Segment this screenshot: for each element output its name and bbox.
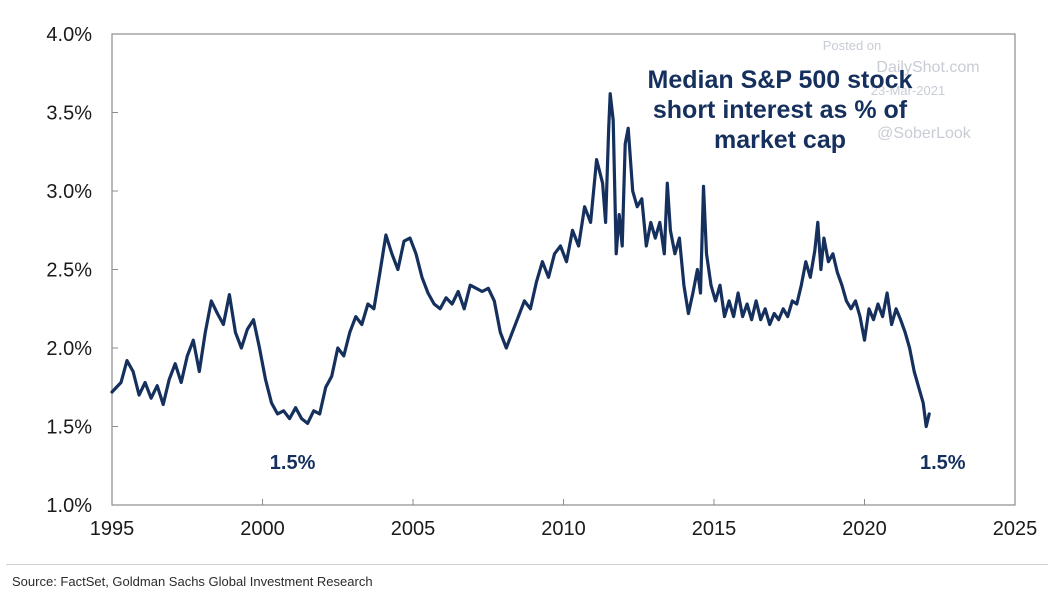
source-note: Source: FactSet, Goldman Sachs Global In… <box>12 574 373 589</box>
chart-title-line: Median S&P 500 stock <box>648 66 913 94</box>
x-tick-label: 2020 <box>842 518 887 540</box>
y-tick-label: 3.0% <box>46 181 92 203</box>
watermark-text: Posted on <box>823 38 882 53</box>
chart-title-line: short interest as % of <box>653 96 908 124</box>
watermark-text: DailyShot.com <box>876 59 979 76</box>
annotation-label: 1.5% <box>920 452 966 474</box>
y-tick-label: 4.0% <box>46 24 92 46</box>
x-tick-label: 2025 <box>993 518 1038 540</box>
chart-title-line: market cap <box>714 126 846 154</box>
divider <box>6 564 1048 565</box>
x-tick-label: 1995 <box>90 518 135 540</box>
annotation-label: 1.5% <box>270 452 316 474</box>
x-tick-label: 2005 <box>391 518 436 540</box>
y-tick-label: 2.5% <box>46 260 92 282</box>
y-tick-label: 3.5% <box>46 103 92 125</box>
x-tick-label: 2000 <box>240 518 285 540</box>
y-tick-label: 2.0% <box>46 338 92 360</box>
y-tick-label: 1.5% <box>46 417 92 439</box>
watermark-text: 23-Mar-2021 <box>871 83 945 98</box>
series-line <box>110 92 931 429</box>
x-tick-label: 2010 <box>541 518 586 540</box>
x-tick-label: 2015 <box>692 518 737 540</box>
y-tick-label: 1.0% <box>46 495 92 517</box>
watermark-text: @SoberLook <box>877 125 972 142</box>
